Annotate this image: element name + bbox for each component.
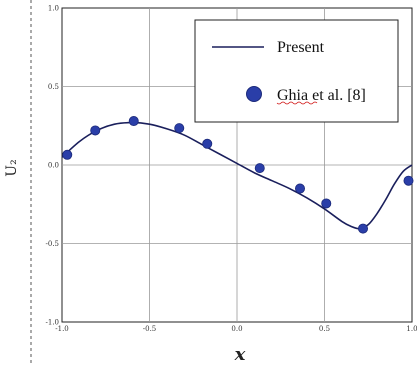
- data-point-ghia: [174, 123, 185, 134]
- y-tick-label: 0.5: [48, 83, 59, 91]
- y-tick-label: 1.0: [48, 5, 59, 13]
- legend-marker-swatch: [246, 86, 262, 102]
- x-tick-label: 1.0: [406, 325, 417, 333]
- legend: Present Ghia et al. [8]: [194, 19, 399, 123]
- y-axis-label: U₂: [4, 159, 20, 176]
- spellcheck-underline: [276, 101, 318, 105]
- data-point-ghia: [321, 198, 332, 209]
- data-point-ghia: [90, 125, 101, 136]
- y-tick-label: 0.0: [48, 162, 59, 170]
- data-point-ghia: [128, 116, 139, 127]
- x-tick-label: 0.5: [319, 325, 330, 333]
- tick-labels: -1.0 -0.5 0.0 0.5 1.0 1.0 0.5 0.0 -0.5 -1.0: [46, 5, 417, 334]
- legend-label-present: Present: [277, 39, 325, 56]
- x-tick-label: -0.5: [143, 325, 157, 333]
- x-tick-label: 0.0: [231, 325, 242, 333]
- x-axis-label: x: [234, 344, 246, 365]
- series-layer: [61, 116, 414, 234]
- x-tick-label: -1.0: [55, 325, 69, 333]
- y-tick-label: -1.0: [46, 319, 60, 327]
- data-point-ghia: [294, 183, 305, 194]
- data-point-ghia: [62, 149, 73, 160]
- data-point-ghia: [403, 175, 414, 186]
- data-point-ghia: [357, 223, 368, 234]
- legend-label-ghia: Ghia et al. [8]: [277, 87, 366, 104]
- legend-box: [194, 19, 399, 123]
- y-tick-label: -0.5: [46, 240, 60, 248]
- data-point-ghia: [202, 138, 213, 149]
- data-point-ghia: [254, 163, 265, 174]
